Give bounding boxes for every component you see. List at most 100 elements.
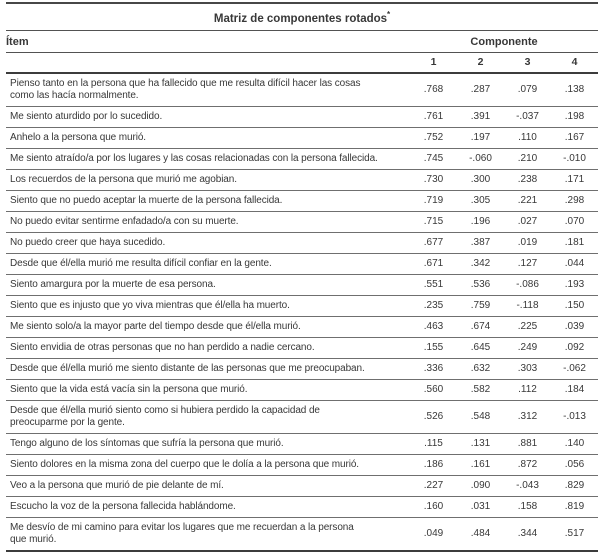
loading-cell-4: -.013 [563,411,586,423]
loading-cell-4: .517 [564,528,585,540]
table-row: Me siento atraído/a por los lugares y la… [6,148,599,170]
table-row: No puedo evitar sentirme enfadado/a con … [6,211,599,233]
item-column-header: Ítem [6,35,29,48]
loading-cell-1: .227 [423,480,444,492]
item-cell: No puedo creer que haya sucedido. [10,236,166,248]
loading-cell-2: .674 [470,321,491,333]
loading-cell-2: .582 [470,384,491,396]
loading-cell-3: .238 [517,174,538,186]
loading-cell-4: -.010 [563,153,586,165]
loading-cell-3: .112 [518,384,537,396]
loading-cell-2: .131 [470,438,491,450]
loading-cell-1: .752 [423,132,444,144]
item-cell: Tengo alguno de los síntomas que sufría … [10,437,284,449]
loading-cell-3: .110 [518,132,537,144]
title-superscript: * [387,10,391,19]
loading-cell-4: .044 [564,258,585,270]
loading-cell-2: .484 [470,528,491,540]
loading-cell-1: .115 [424,438,443,450]
loading-cell-4: .150 [564,300,585,312]
table-title: Matriz de componentes rotados* [6,3,598,30]
loading-cell-1: .761 [423,111,444,123]
loading-cell-3: .019 [517,237,538,249]
loading-cell-1: .186 [423,459,444,471]
component-number-header-row: 1 2 3 4 [6,52,599,73]
item-cell: Siento que es injusto que yo viva mientr… [10,299,290,311]
table-row: Anhelo a la persona que murió. .752 .197… [6,127,599,149]
table-row: Los recuerdos de la persona que murió me… [6,169,599,191]
loading-cell-2: .305 [470,195,491,207]
loading-cell-4: .070 [564,216,585,228]
loading-cell-3: .027 [517,216,538,228]
loading-cell-1: .730 [423,174,444,186]
item-cell: Me siento atraído/a por los lugares y la… [10,152,378,164]
loading-cell-2: .387 [470,237,491,249]
loading-cell-3: .303 [517,363,538,375]
loading-cell-3: .225 [517,321,538,333]
loading-cell-2: .632 [470,363,491,375]
loading-cell-4: .193 [564,279,585,291]
item-cell: Los recuerdos de la persona que murió me… [10,173,237,185]
table-row: Desde que él/ella murió siento como si h… [6,400,599,434]
empty-header-cell [6,52,410,73]
component-2-header: 2 [477,55,484,68]
item-cell: Siento que no puedo aceptar la muerte de… [10,194,283,206]
table-row: Tengo alguno de los síntomas que sufría … [6,433,599,455]
loading-cell-3: .079 [517,84,538,96]
loading-cell-3: -.037 [516,111,539,123]
loading-cell-1: .677 [423,237,444,249]
loading-cell-4: .140 [564,438,585,450]
loading-cell-1: .715 [423,216,444,228]
loading-cell-1: .160 [423,501,444,513]
item-cell: Me siento solo/a la mayor parte del tiem… [10,320,301,332]
item-cell: Siento que la vida está vacía sin la per… [10,383,248,395]
table-row: Veo a la persona que murió de pie delant… [6,475,599,497]
loading-cell-1: .463 [423,321,444,333]
item-cell: Me siento aturdido por lo sucedido. [10,110,163,122]
rotated-components-table: Matriz de componentes rotados* Ítem Comp… [6,2,599,552]
item-cell: Veo a la persona que murió de pie delant… [10,479,224,491]
loading-cell-2: .548 [470,411,491,423]
loading-cell-2: -.060 [469,153,492,165]
table-row: Me desvío de mi camino para evitar los l… [6,517,599,551]
loading-cell-1: .719 [423,195,444,207]
table-row: Siento envidia de otras personas que no … [6,337,599,359]
loading-cell-3: .127 [517,258,538,270]
loading-cell-1: .551 [423,279,444,291]
loading-cell-2: .090 [470,480,491,492]
loading-cell-3: -.086 [516,279,539,291]
loading-cell-4: .056 [564,459,585,471]
loading-cell-1: .235 [423,300,444,312]
title-row: Matriz de componentes rotados* [6,3,599,31]
loading-cell-1: .745 [423,153,444,165]
loading-cell-4: .171 [564,174,585,186]
table-row: Desde que él/ella murió me resulta difíc… [6,253,599,275]
loading-cell-2: .197 [470,132,491,144]
item-cell: Desde que él/ella murió me resulta difíc… [10,257,272,269]
loading-cell-2: .342 [470,258,491,270]
table-row: Desde que él/ella murió me siento distan… [6,358,599,380]
loading-cell-3: -.118 [516,300,539,312]
loading-cell-1: .560 [423,384,444,396]
item-cell: Desde que él/ella murió siento como si h… [10,404,320,428]
loading-cell-1: .155 [423,342,444,354]
loading-cell-2: .031 [470,501,491,513]
loading-cell-1: .336 [423,363,444,375]
loading-cell-4: .819 [564,501,585,513]
table-row: Me siento solo/a la mayor parte del tiem… [6,316,599,338]
loading-cell-2: .645 [470,342,491,354]
loading-cell-4: .829 [564,480,585,492]
loading-cell-4: -.062 [563,363,586,375]
loading-cell-4: .092 [564,342,585,354]
table-title-text: Matriz de componentes rotados [213,12,388,25]
loading-cell-1: .049 [423,528,444,540]
table-row: Siento que es injusto que yo viva mientr… [6,295,599,317]
loading-cell-2: .300 [470,174,491,186]
loading-cell-3: .210 [517,153,538,165]
loading-cell-3: -.043 [516,480,539,492]
table-row: Me siento aturdido por lo sucedido. .761… [6,106,599,128]
item-cell: Pienso tanto en la persona que ha fallec… [10,77,361,101]
loading-cell-3: .158 [517,501,538,513]
item-cell: Anhelo a la persona que murió. [10,131,146,143]
loading-cell-1: .526 [423,411,444,423]
